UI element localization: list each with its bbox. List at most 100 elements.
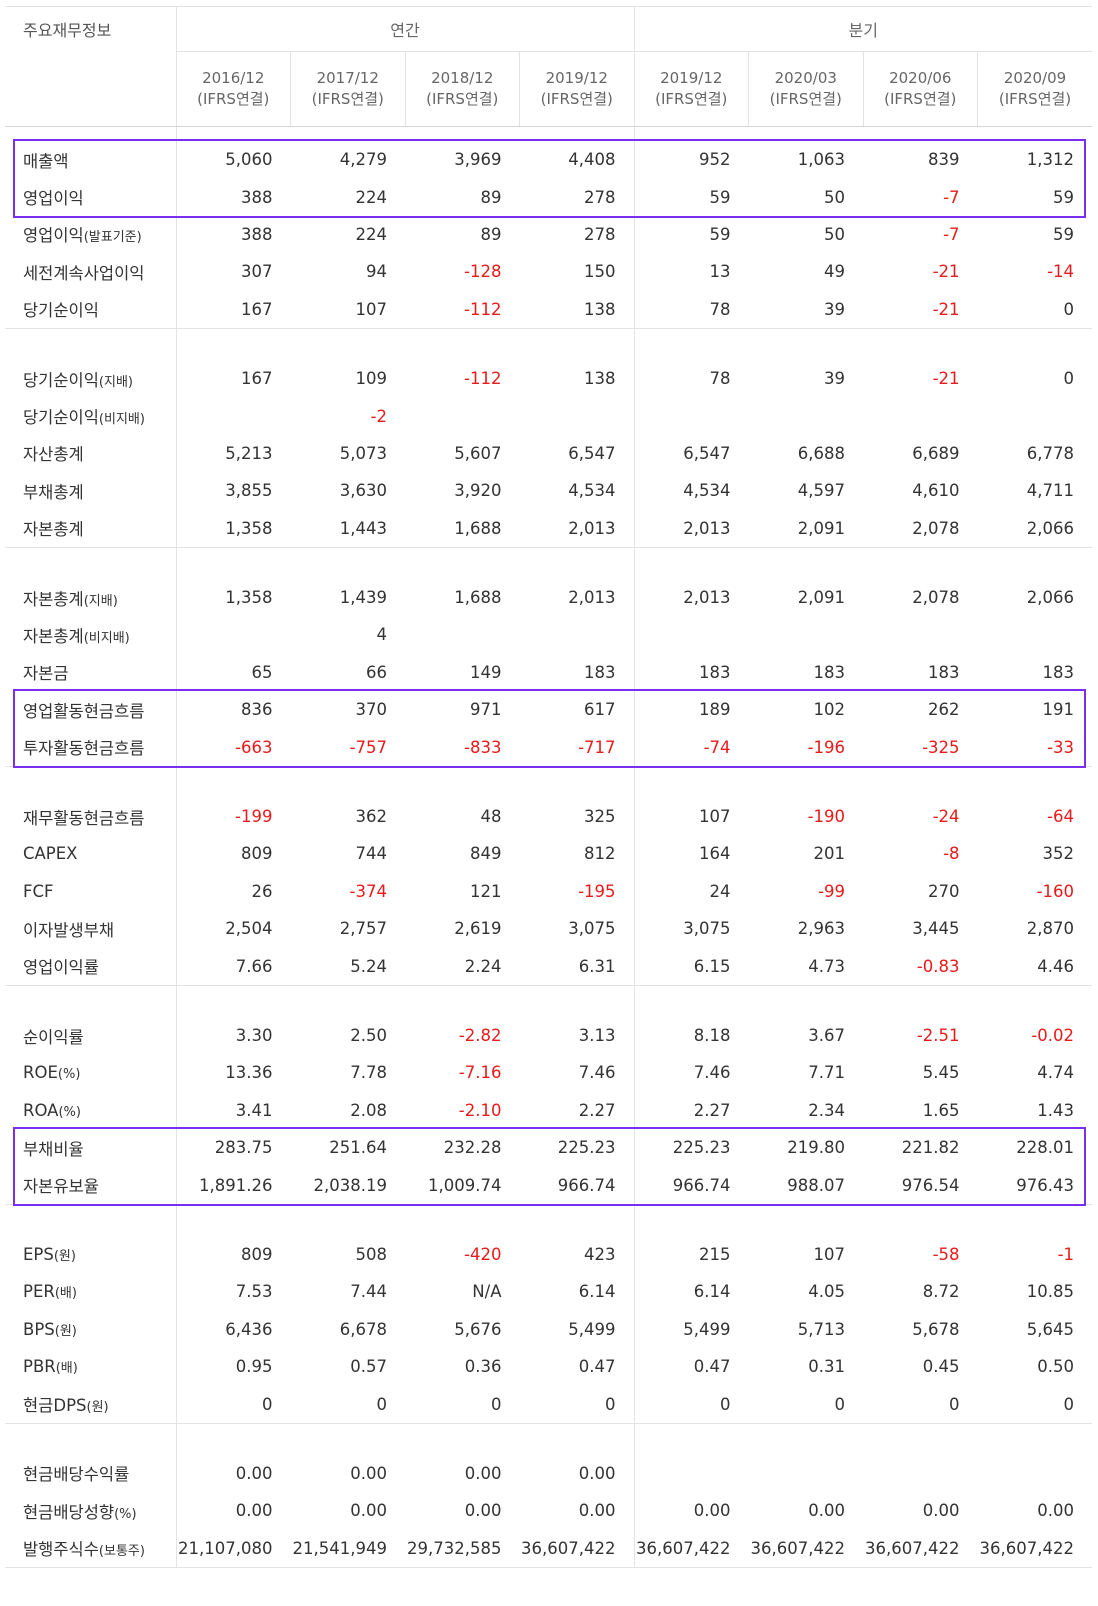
period-basis: (IFRS연결) — [884, 90, 957, 108]
value-cell: -7 — [943, 187, 960, 207]
value-cell: 0 — [863, 1385, 978, 1424]
value-cell: 617 — [584, 700, 616, 720]
period-date: 2017/12 — [316, 69, 379, 87]
value-cell: 6,688 — [797, 443, 846, 463]
value-cell: 232.28 — [443, 1138, 502, 1158]
value-cell: 7.66 — [176, 947, 291, 986]
table-row: 영업활동현금흐름 836 370 971 617 189 102 262 191 — [5, 691, 1092, 729]
row-label: 자산총계 — [5, 434, 177, 473]
value-cell: 6.15 — [633, 947, 749, 986]
value-cell: 6,689 — [912, 443, 960, 463]
value-cell: 2.27 — [633, 1091, 749, 1129]
period-header: 2019/12 (IFRS연결) — [633, 51, 749, 127]
table-row: 발행주식수(보통주) 21,107,080 21,541,949 29,732,585… — [5, 1529, 1093, 1568]
row-label-text: 현금배당성향 — [23, 1502, 115, 1522]
row-label-text: 순이익률 — [23, 1027, 84, 1047]
value-cell: 0 — [519, 1385, 635, 1424]
value-cell: 836 — [241, 700, 273, 720]
row-label: 현금DPS(원) — [5, 1385, 177, 1424]
value-cell: 4,279 — [339, 150, 387, 170]
value-cell: -21 — [932, 262, 960, 282]
value-cell: 0 — [1063, 369, 1075, 389]
row-label-text: BPS — [23, 1319, 55, 1339]
table-row: FCF 26 -374 121 -195 24 -99 270 -160 — [5, 872, 1092, 911]
quarter-header[interactable]: 분기 — [633, 6, 1093, 52]
value-cell: 109 — [355, 369, 388, 389]
value-cell: 36,607,422 — [863, 1529, 978, 1568]
value-cell: -21 — [863, 290, 978, 329]
value-cell: 362 — [355, 807, 388, 827]
value-cell: 3,075 — [633, 910, 749, 948]
value-cell: 7.46 — [633, 1054, 749, 1092]
value-cell: 29,732,585 — [405, 1529, 520, 1568]
row-label-text: 부채비율 — [23, 1139, 84, 1159]
value-cell: 370 — [355, 700, 388, 720]
row-label: 현금배당수익률 — [5, 1454, 177, 1493]
value-cell: 183 — [1042, 662, 1075, 682]
value-cell: 21,107,080 — [176, 1529, 291, 1568]
row-label: 순이익률 — [5, 1016, 177, 1055]
value-cell: 0.00 — [922, 1501, 960, 1521]
value-cell — [520, 397, 635, 434]
value-cell: 3,445 — [912, 919, 960, 939]
value-cell: 2.34 — [808, 1100, 846, 1120]
table-row: 재무활동현금흐름 -199 362 48 325 107 -190 -24 -64 — [5, 797, 1092, 836]
row-label-text: EPS — [23, 1244, 54, 1264]
annual-header[interactable]: 연간 — [175, 6, 635, 52]
value-cell: 0 — [977, 1385, 1093, 1424]
value-cell: -0.83 — [863, 947, 978, 986]
value-cell: -8 — [943, 844, 960, 864]
value-cell: -420 — [464, 1244, 502, 1264]
value-cell: 107 — [813, 1244, 846, 1264]
value-cell: 1.43 — [1037, 1100, 1075, 1120]
row-label-text: 영업이익률 — [23, 958, 99, 978]
value-cell: 6,436 — [225, 1319, 273, 1339]
value-cell: 812 — [584, 844, 616, 864]
value-cell: -190 — [807, 807, 846, 827]
value-cell: -1 — [1057, 1244, 1075, 1264]
value-cell: 0.00 — [1037, 1501, 1075, 1521]
value-cell: 283.75 — [214, 1138, 273, 1158]
row-label: 영업이익(발표기준) — [5, 215, 177, 254]
value-cell: 1,439 — [339, 588, 387, 608]
value-cell: 0 — [748, 1385, 864, 1424]
value-cell: 48 — [480, 807, 502, 827]
table-row: ROE(%) 13.36 7.78 -7.16 7.46 7.46 7.71 5.45 4.74 — [5, 1054, 1092, 1092]
row-label-text: 당기순이익 — [23, 301, 99, 321]
value-cell: 219.80 — [787, 1138, 846, 1158]
value-cell: -112 — [405, 290, 520, 329]
row-label-text: PBR — [23, 1357, 56, 1377]
value-cell — [863, 616, 978, 653]
value-cell: 1,063 — [797, 150, 846, 170]
row-label-text: ROE — [23, 1063, 58, 1083]
value-cell: 102 — [813, 700, 846, 720]
value-cell: 809 — [241, 844, 273, 864]
value-cell: 0.00 — [235, 1501, 273, 1521]
value-cell — [863, 397, 978, 434]
value-cell: 0.00 — [578, 1463, 616, 1483]
value-cell: 952 — [633, 141, 749, 179]
value-cell: 183 — [584, 662, 616, 682]
value-cell: 3,920 — [454, 481, 502, 501]
value-cell: 4.73 — [748, 947, 864, 986]
period-header: 2020/06 (IFRS연결) — [862, 51, 978, 127]
value-cell: -64 — [1047, 807, 1075, 827]
row-label-text: 투자활동현금흐름 — [23, 739, 145, 759]
period-basis: (IFRS연결) — [426, 90, 499, 108]
period-date: 2020/03 — [774, 69, 837, 87]
table-row: 당기순이익(지배) 167 109 -112 138 78 39 -21 0 — [5, 359, 1092, 398]
value-cell: 59 — [633, 215, 749, 254]
value-cell: -112 — [464, 369, 502, 389]
value-cell: 5,499 — [633, 1310, 749, 1348]
value-cell: 39 — [824, 369, 846, 389]
row-label-unit: (원) — [53, 1248, 76, 1264]
financial-summary: 주요재무정보 연간 분기 2016/12 (IFRS연결) 2017/12 (IFRS… — [5, 6, 1093, 1568]
value-cell: 26 — [251, 881, 273, 901]
value-cell: 0 — [290, 1385, 405, 1424]
value-cell: 2,078 — [863, 509, 978, 548]
row-label: 현금배당성향(%) — [5, 1492, 177, 1530]
value-cell: 988.07 — [748, 1166, 864, 1205]
value-cell — [520, 616, 635, 653]
value-cell: 2,963 — [797, 919, 846, 939]
period-basis: (IFRS연결) — [769, 90, 842, 108]
